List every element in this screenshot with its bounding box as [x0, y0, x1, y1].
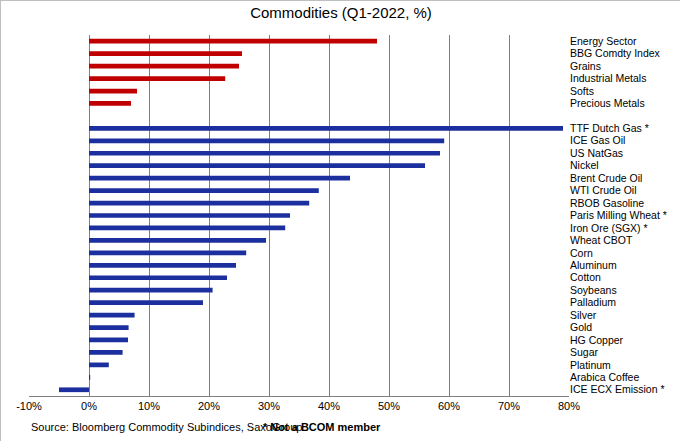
- svg-text:70%: 70%: [498, 400, 520, 412]
- svg-text:Corn: Corn: [570, 247, 593, 259]
- svg-text:TTF Dutch Gas *: TTF Dutch Gas *: [570, 122, 649, 134]
- svg-text:WTI Crude Oil: WTI Crude Oil: [570, 184, 637, 196]
- svg-text:Brent Crude Oil: Brent Crude Oil: [570, 172, 642, 184]
- svg-text:HG Copper: HG Copper: [570, 334, 624, 346]
- svg-text:Precious Metals: Precious Metals: [570, 97, 645, 109]
- svg-text:ICE ECX Emission *: ICE ECX Emission *: [570, 383, 665, 395]
- svg-text:0%: 0%: [81, 400, 97, 412]
- svg-text:30%: 30%: [258, 400, 280, 412]
- svg-text:Energy Sector: Energy Sector: [570, 35, 637, 47]
- svg-text:Cotton: Cotton: [570, 271, 601, 283]
- svg-text:BBG Comdty Index: BBG Comdty Index: [570, 47, 661, 59]
- svg-text:Wheat CBOT: Wheat CBOT: [570, 234, 633, 246]
- svg-text:* Not a BCOM member: * Not a BCOM member: [263, 421, 381, 433]
- svg-text:Grains: Grains: [570, 60, 601, 72]
- svg-text:-10%: -10%: [16, 400, 42, 412]
- svg-text:Sugar: Sugar: [570, 346, 599, 358]
- svg-text:Platinum: Platinum: [570, 359, 611, 371]
- svg-text:Softs: Softs: [570, 85, 594, 97]
- svg-text:Palladium: Palladium: [570, 296, 616, 308]
- svg-text:Arabica Coffee: Arabica Coffee: [570, 371, 639, 383]
- svg-text:Paris Milling Wheat *: Paris Milling Wheat *: [570, 209, 667, 221]
- svg-text:US NatGas: US NatGas: [570, 147, 623, 159]
- svg-text:Source: Bloomberg Commodity Su: Source: Bloomberg Commodity Subindices, …: [31, 421, 302, 433]
- svg-text:RBOB Gasoline: RBOB Gasoline: [570, 197, 644, 209]
- svg-text:10%: 10%: [138, 400, 160, 412]
- svg-text:Commodities (Q1-2022, %): Commodities (Q1-2022, %): [250, 4, 432, 21]
- svg-text:60%: 60%: [438, 400, 460, 412]
- svg-text:Soybeans: Soybeans: [570, 284, 617, 296]
- svg-text:Aluminum: Aluminum: [570, 259, 617, 271]
- svg-text:Iron Ore (SGX) *: Iron Ore (SGX) *: [570, 222, 648, 234]
- svg-text:20%: 20%: [198, 400, 220, 412]
- svg-text:ICE Gas Oil: ICE Gas Oil: [570, 134, 625, 146]
- svg-text:40%: 40%: [318, 400, 340, 412]
- svg-text:Nickel: Nickel: [570, 159, 599, 171]
- svg-text:Gold: Gold: [570, 321, 592, 333]
- svg-text:Industrial Metals: Industrial Metals: [570, 72, 646, 84]
- svg-text:50%: 50%: [378, 400, 400, 412]
- svg-text:Silver: Silver: [570, 309, 597, 321]
- svg-text:80%: 80%: [558, 400, 580, 412]
